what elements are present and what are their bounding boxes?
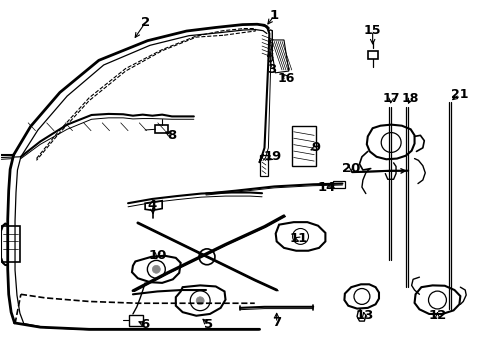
Polygon shape — [415, 285, 460, 314]
Text: 16: 16 — [278, 72, 295, 85]
Polygon shape — [367, 125, 415, 159]
Text: 8: 8 — [167, 129, 176, 142]
Circle shape — [196, 297, 204, 305]
Text: 11: 11 — [290, 233, 308, 246]
FancyBboxPatch shape — [1, 226, 20, 262]
Text: 5: 5 — [204, 318, 213, 331]
Text: 1: 1 — [270, 9, 279, 22]
Text: 14: 14 — [318, 181, 336, 194]
Text: 9: 9 — [311, 141, 320, 154]
Polygon shape — [145, 201, 162, 210]
Polygon shape — [292, 126, 316, 166]
Polygon shape — [132, 256, 181, 283]
Text: 2: 2 — [141, 16, 149, 29]
Text: 6: 6 — [141, 318, 150, 331]
Polygon shape — [333, 181, 345, 188]
Text: 21: 21 — [451, 88, 468, 101]
Text: 20: 20 — [342, 162, 361, 175]
Text: 10: 10 — [148, 248, 167, 261]
Text: 15: 15 — [364, 24, 381, 37]
Polygon shape — [344, 284, 379, 309]
Polygon shape — [270, 40, 289, 73]
Text: 17: 17 — [382, 92, 400, 105]
Polygon shape — [129, 315, 143, 326]
Text: 19: 19 — [264, 150, 282, 163]
Text: 7: 7 — [272, 316, 281, 329]
Text: 3: 3 — [267, 63, 276, 76]
Polygon shape — [260, 155, 269, 176]
Circle shape — [152, 265, 160, 273]
Polygon shape — [176, 285, 225, 316]
Text: 18: 18 — [402, 92, 419, 105]
Text: 13: 13 — [355, 309, 373, 322]
Bar — [155, 125, 168, 133]
Text: 4: 4 — [148, 198, 157, 212]
Polygon shape — [368, 51, 377, 59]
Polygon shape — [276, 222, 325, 251]
Text: 12: 12 — [428, 309, 446, 322]
